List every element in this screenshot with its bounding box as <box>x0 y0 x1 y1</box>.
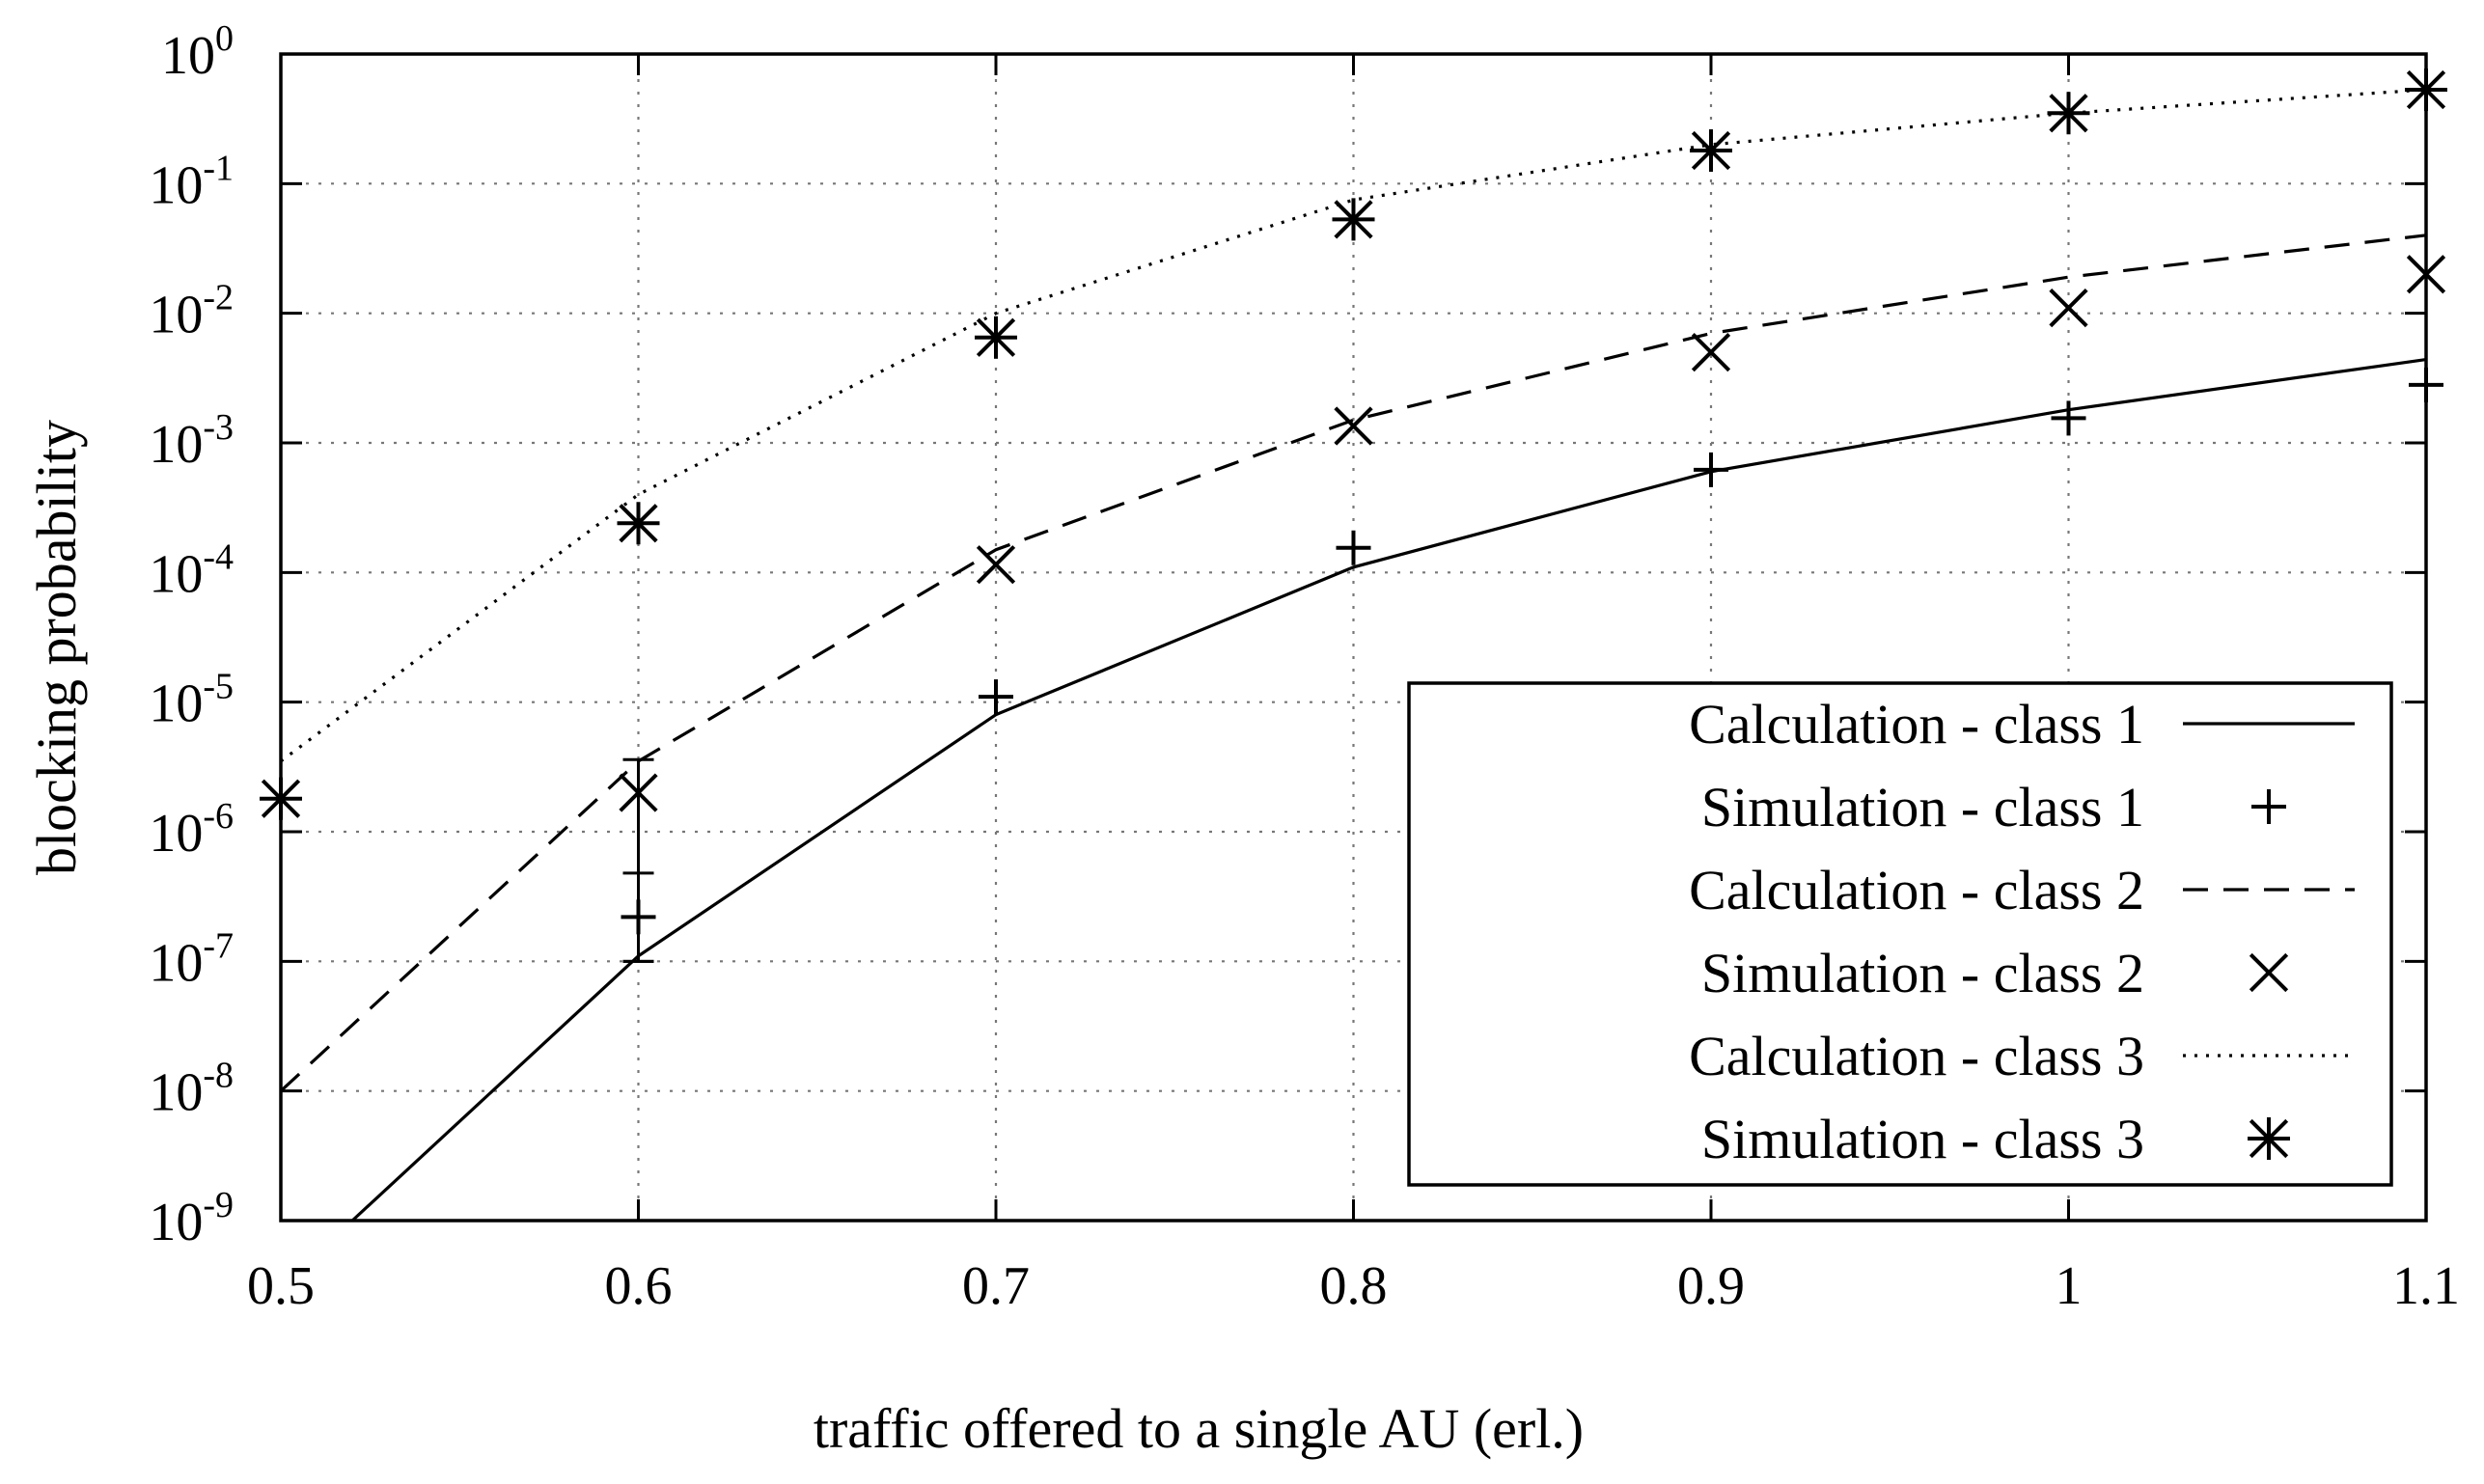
legend-label: Simulation - class 3 <box>1701 1108 2144 1170</box>
legend-entry: Simulation - class 1 <box>1701 776 2286 838</box>
y-tick-exponent: -2 <box>203 278 234 318</box>
data-point <box>1332 198 1375 241</box>
marker-stroke <box>2249 952 2289 993</box>
y-tick-exponent: -5 <box>203 667 234 707</box>
legend-marker-sample <box>2251 789 2286 824</box>
y-tick-base: 10 <box>149 674 203 734</box>
legend: Calculation - class 1 Simulation - class … <box>1407 681 2393 1187</box>
y-tick-exponent: -9 <box>203 1185 234 1225</box>
marker-stroke <box>976 545 1016 585</box>
data-point <box>619 773 658 812</box>
data-point <box>1694 452 1728 487</box>
x-tick-label: 1 <box>2056 1256 2083 1316</box>
marker-stroke <box>1691 332 1731 372</box>
legend-entry: Simulation - class 2 <box>1701 942 2289 1004</box>
legend-entry: Calculation - class 1 <box>1689 693 2355 756</box>
y-tick-base: 10 <box>161 26 215 86</box>
marker-stroke <box>1691 130 1731 171</box>
y-tick-exponent: -6 <box>203 796 234 837</box>
legend-entry: Simulation - class 3 <box>1701 1108 2290 1170</box>
marker-stroke <box>2049 288 2088 328</box>
legend-label: Calculation - class 2 <box>1689 859 2144 921</box>
marker-stroke <box>976 317 1016 357</box>
y-tick-base: 10 <box>149 544 203 604</box>
data-point <box>617 502 660 545</box>
y-tick-label: 10-7 <box>149 925 234 993</box>
legend-label: Calculation - class 3 <box>1689 1025 2144 1087</box>
y-tick-label: 10-2 <box>149 278 234 345</box>
x-axis-title: traffic offered to a single AU (erl.) <box>814 1397 1584 1460</box>
marker-stroke <box>1334 406 1373 446</box>
marker-stroke <box>1334 200 1373 239</box>
y-axis-title: blocking probability <box>25 420 88 875</box>
y-tick-exponent: -3 <box>203 407 234 448</box>
y-tick-base: 10 <box>149 1193 203 1252</box>
y-tick-base: 10 <box>149 155 203 215</box>
data-point <box>1691 332 1731 372</box>
y-tick-label: 100 <box>161 18 234 86</box>
marker-stroke <box>2249 1118 2289 1159</box>
legend-box <box>1407 681 2393 1187</box>
x-tick-label: 0.9 <box>1677 1256 1745 1316</box>
data-point <box>2051 400 2086 436</box>
data-point <box>2049 288 2088 328</box>
x-tick-label: 0.8 <box>1320 1256 1388 1316</box>
y-tick-label: 10-4 <box>149 536 234 604</box>
y-tick-base: 10 <box>149 1063 203 1123</box>
data-point <box>1336 530 1371 565</box>
data-point <box>2047 92 2090 135</box>
legend-entry: Calculation - class 2 <box>1689 859 2355 921</box>
y-tick-label: 10-5 <box>149 667 234 734</box>
marker-stroke <box>619 504 658 543</box>
y-tick-exponent: -1 <box>203 148 234 188</box>
y-tick-label: 10-1 <box>149 148 234 215</box>
data-point <box>976 545 1016 585</box>
y-tick-label: 10-9 <box>149 1185 234 1252</box>
marker-stroke <box>619 773 658 812</box>
legend-entry: Calculation - class 3 <box>1689 1025 2355 1087</box>
y-tick-exponent: -8 <box>203 1056 234 1096</box>
y-tick-label: 10-8 <box>149 1056 234 1123</box>
axis-ticks: 0.5 0.6 0.7 0.8 0.9 1 1.110010-110-210-310-410… <box>149 18 2460 1316</box>
y-tick-label: 10-3 <box>149 407 234 475</box>
x-tick-label: 0.6 <box>605 1256 673 1316</box>
legend-label: Simulation - class 1 <box>1701 776 2144 838</box>
data-point <box>1690 129 1732 173</box>
data-point <box>975 316 1017 359</box>
data-point <box>979 679 1013 715</box>
series-simulation-class-2 <box>619 255 2446 963</box>
x-tick-label: 1.1 <box>2392 1256 2460 1316</box>
y-tick-base: 10 <box>149 286 203 345</box>
y-tick-base: 10 <box>149 804 203 864</box>
legend-label: Calculation - class 1 <box>1689 693 2144 756</box>
y-tick-base: 10 <box>149 415 203 475</box>
legend-marker-sample <box>2249 952 2289 993</box>
y-tick-exponent: -4 <box>203 536 234 577</box>
data-point <box>1334 406 1373 446</box>
y-tick-exponent: -7 <box>203 925 234 966</box>
legend-label: Simulation - class 2 <box>1701 942 2144 1004</box>
y-tick-exponent: 0 <box>215 18 234 59</box>
x-tick-label: 0.5 <box>247 1256 315 1316</box>
marker-stroke <box>2049 94 2088 133</box>
legend-marker-sample <box>2248 1117 2290 1160</box>
y-tick-label: 10-6 <box>149 796 234 864</box>
x-tick-label: 0.7 <box>962 1256 1030 1316</box>
y-tick-base: 10 <box>149 933 203 993</box>
